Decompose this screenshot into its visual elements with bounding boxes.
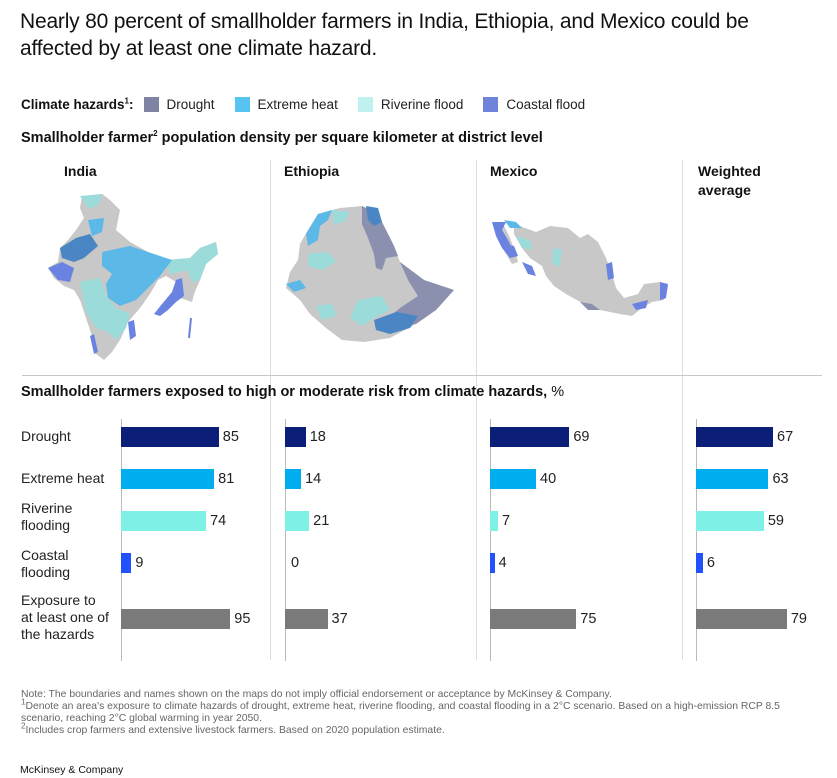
legend-item-extreme-heat: Extreme heat bbox=[234, 97, 338, 112]
bar bbox=[285, 511, 310, 531]
legend-swatch bbox=[143, 97, 159, 112]
bar-value-label: 6 bbox=[706, 555, 715, 571]
bar-value-label: 40 bbox=[540, 471, 557, 487]
footnote-1: 1Denote an area's exposure to climate ha… bbox=[21, 697, 780, 724]
bar-value-label: 9 bbox=[135, 555, 144, 571]
bar-value-label: 4 bbox=[498, 555, 507, 571]
bar-value-label: 37 bbox=[331, 611, 348, 627]
brand-logo-text: McKinsey & Company bbox=[20, 764, 124, 776]
bar bbox=[696, 553, 703, 573]
bar bbox=[121, 609, 231, 629]
bar-value-label: 79 bbox=[790, 611, 807, 627]
bar bbox=[696, 427, 774, 447]
legend-swatch bbox=[357, 97, 373, 112]
bar-value-label: 63 bbox=[772, 471, 789, 487]
bar-value-label: 7 bbox=[502, 513, 511, 529]
bar bbox=[121, 511, 207, 531]
bar-value-label: 85 bbox=[222, 429, 239, 445]
bar bbox=[490, 469, 536, 489]
bar-value-label: 0 bbox=[291, 555, 300, 571]
bar-value-label: 59 bbox=[767, 513, 784, 529]
map-ethiopia-shapes bbox=[286, 206, 454, 342]
bar-value-label: 75 bbox=[580, 611, 597, 627]
column-divider bbox=[270, 160, 271, 660]
bar-value-label: 95 bbox=[234, 611, 251, 627]
section-divider bbox=[22, 375, 822, 376]
bar-value-label: 21 bbox=[313, 513, 330, 529]
chart-title: Nearly 80 percent of smallholder farmers… bbox=[20, 10, 749, 60]
bar bbox=[490, 609, 577, 629]
map-mexico bbox=[492, 220, 668, 316]
bar-value-label: 67 bbox=[777, 429, 794, 445]
column-divider bbox=[682, 160, 683, 660]
legend-label: Climate hazards1: bbox=[21, 96, 134, 112]
legend: Climate hazards1: Drought Extreme heat R… bbox=[21, 97, 605, 112]
bar bbox=[490, 553, 495, 573]
column-divider bbox=[476, 160, 477, 660]
bar-value-label: 74 bbox=[210, 513, 227, 529]
map-india bbox=[48, 194, 218, 360]
column-header-ethiopia: Ethiopia bbox=[284, 163, 340, 179]
legend-item-riverine-flood: Riverine flood bbox=[357, 97, 463, 112]
map-india-shapes bbox=[48, 194, 218, 360]
note: Note: The boundaries and names shown on … bbox=[21, 689, 612, 700]
bar bbox=[285, 469, 302, 489]
bar bbox=[121, 553, 132, 573]
legend-item-coastal-flood: Coastal flood bbox=[483, 97, 585, 112]
bar bbox=[121, 427, 219, 447]
bar-axis-india bbox=[121, 419, 122, 661]
bar bbox=[285, 609, 328, 629]
footnote-marker: 2 bbox=[153, 129, 158, 139]
legend-swatch bbox=[483, 97, 499, 112]
row-label-drought: Drought bbox=[21, 428, 71, 444]
bar-value-label: 18 bbox=[309, 429, 326, 445]
bar-section-subtitle: Smallholder farmers exposed to high or m… bbox=[21, 384, 565, 400]
row-label-extreme-heat: Extreme heat bbox=[21, 470, 105, 486]
legend-item-drought: Drought bbox=[143, 97, 215, 112]
legend-swatch bbox=[234, 97, 250, 112]
footnote-marker: 1 bbox=[124, 96, 129, 106]
bar-value-label: 81 bbox=[218, 471, 235, 487]
row-label-exposure-any: Exposure to at least one of the hazards bbox=[21, 592, 109, 642]
footnotes: Note: The boundaries and names shown on … bbox=[21, 689, 821, 737]
map-mexico-shapes bbox=[492, 220, 668, 316]
bar bbox=[121, 469, 215, 489]
bar-axis-mexico bbox=[490, 419, 491, 661]
bar bbox=[696, 511, 764, 531]
footnote-2: 2Includes crop farmers and extensive liv… bbox=[21, 721, 445, 736]
bar-axis-weighted-average bbox=[696, 419, 697, 661]
bar bbox=[285, 427, 306, 447]
row-label-riverine-flooding: Riverine flooding bbox=[21, 500, 73, 533]
bar-value-label: 69 bbox=[573, 429, 590, 445]
column-header-india: India bbox=[64, 163, 97, 179]
bar bbox=[696, 609, 787, 629]
column-header-weighted-average: Weighted average bbox=[698, 163, 761, 198]
column-header-mexico: Mexico bbox=[490, 163, 538, 179]
bar-value-label: 14 bbox=[305, 471, 322, 487]
bar bbox=[490, 511, 499, 531]
row-label-coastal-flooding: Coastal flooding bbox=[21, 547, 71, 580]
map-section-subtitle: Smallholder farmer2 population density p… bbox=[21, 129, 543, 146]
map-ethiopia bbox=[286, 206, 454, 342]
bar bbox=[696, 469, 769, 489]
bar bbox=[490, 427, 570, 447]
bar-axis-ethiopia bbox=[285, 419, 286, 661]
